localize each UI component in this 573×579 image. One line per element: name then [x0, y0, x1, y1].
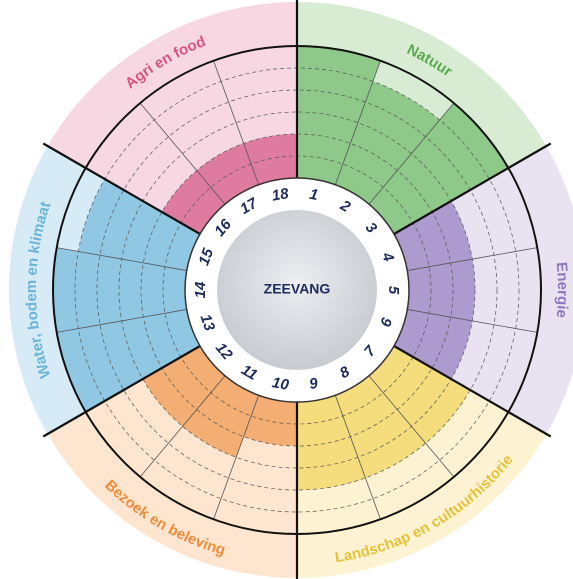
- sub-divider: [407, 309, 538, 333]
- sub-divider: [213, 395, 260, 520]
- indicator-fill: [393, 309, 473, 379]
- indicator-fill: [52, 247, 187, 333]
- indicator-fill: [368, 103, 509, 234]
- indicator-number: 14: [192, 281, 209, 298]
- indicator-number: 5: [385, 286, 402, 295]
- indicator-number: 1: [308, 186, 319, 204]
- indicator-fill: [368, 346, 471, 444]
- sub-divider: [407, 247, 538, 271]
- sector-divider: [393, 142, 552, 235]
- sub-divider: [368, 102, 455, 205]
- indicator-fill: [335, 81, 440, 205]
- sub-divider: [139, 375, 226, 478]
- sector-divider: [393, 345, 552, 438]
- sub-divider: [56, 309, 187, 333]
- ring: [140, 133, 454, 447]
- sub-divider: [56, 247, 187, 271]
- indicator-number: 18: [271, 185, 291, 205]
- indicator-fill: [196, 143, 259, 205]
- sub-divider: [368, 375, 455, 478]
- ring: [118, 111, 476, 469]
- indicator-fill: [297, 395, 366, 490]
- indicator-fill: [335, 375, 426, 478]
- sector-divider: [42, 345, 201, 438]
- indicator-fill: [243, 134, 297, 185]
- ring: [96, 89, 498, 491]
- sub-divider: [334, 60, 381, 185]
- center-title: ZEEVANG: [264, 281, 331, 297]
- indicator-number: 9: [308, 375, 320, 393]
- indicator-number: 15: [195, 246, 217, 268]
- indicator-fill: [182, 375, 259, 458]
- indicator-fill: [297, 46, 381, 185]
- indicator-fill: [407, 259, 475, 321]
- indicator-fill: [393, 201, 473, 271]
- indicator-number: 11: [238, 361, 260, 384]
- indicator-fill: [56, 309, 201, 412]
- sub-divider: [334, 395, 381, 520]
- indicator-number: 13: [196, 312, 218, 334]
- indicator-number: 10: [271, 374, 291, 394]
- sub-divider: [213, 60, 260, 185]
- indicator-fill: [142, 346, 226, 427]
- indicator-number: 17: [237, 195, 261, 218]
- sector-divider: [42, 142, 201, 235]
- indicator-fill: [243, 395, 297, 446]
- indicator-fill: [161, 170, 226, 234]
- hub-core: [217, 210, 377, 370]
- sub-divider: [139, 102, 226, 205]
